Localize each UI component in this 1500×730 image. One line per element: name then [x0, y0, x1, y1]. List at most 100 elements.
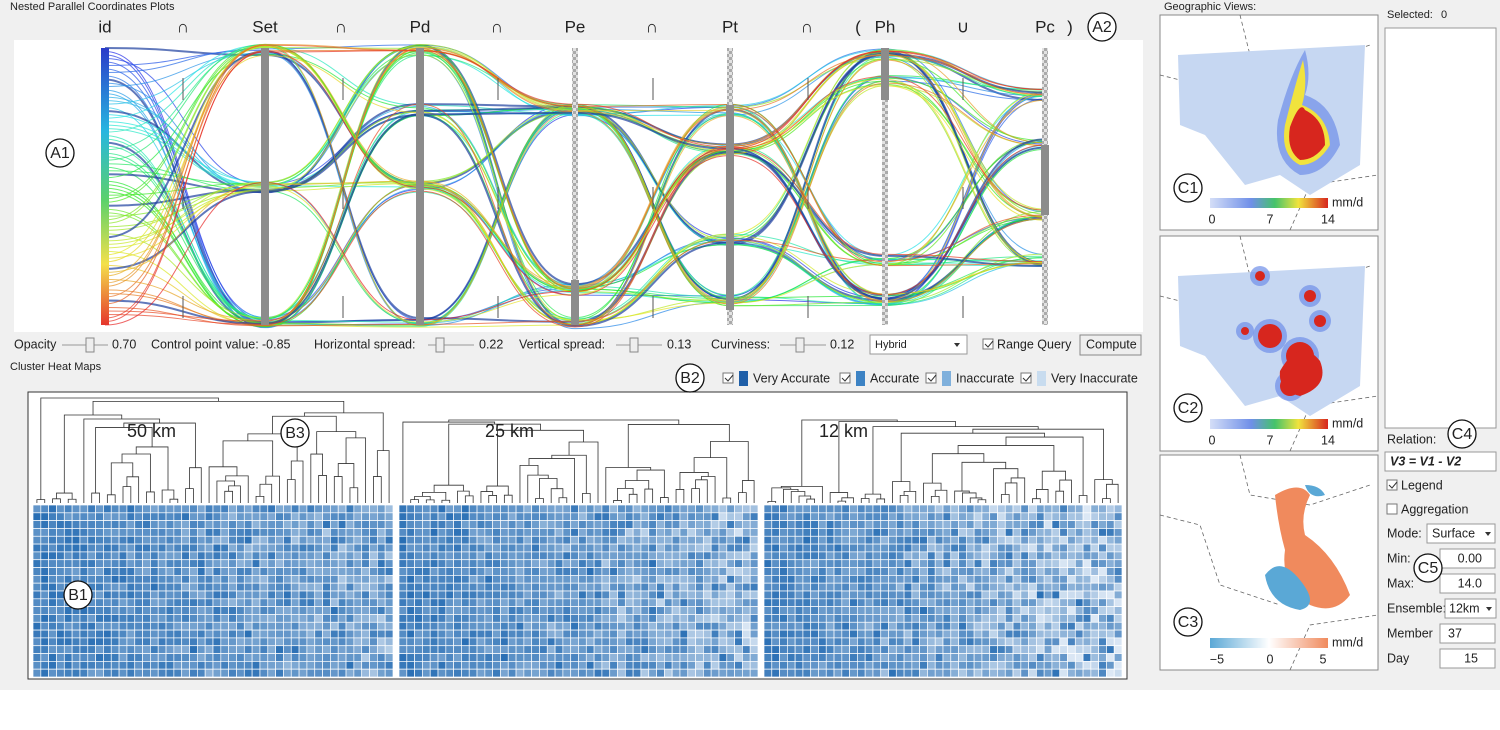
heat-cell [157, 606, 167, 615]
checkbox[interactable] [1020, 372, 1032, 384]
heat-cell [997, 590, 1006, 600]
heat-cell [888, 528, 897, 537]
heat-cell [361, 520, 370, 529]
heat-cell [1106, 582, 1115, 592]
dropdown[interactable] [1426, 523, 1496, 544]
heat-cell [1043, 661, 1053, 670]
heat-cell [220, 614, 230, 623]
heat-cell [345, 621, 355, 631]
heat-cell [251, 614, 261, 623]
spinbox[interactable] [1439, 548, 1496, 569]
heat-cell [903, 606, 913, 615]
heat-cell [507, 559, 517, 568]
heat-cell [578, 614, 587, 623]
heat-cell [888, 535, 897, 545]
heat-cell [445, 582, 454, 592]
heat-cell [429, 551, 439, 561]
heat-cell [118, 637, 128, 647]
heat-cell [322, 543, 331, 553]
heat-cell [314, 653, 323, 662]
heat-cell [236, 637, 245, 647]
heat-cell [1028, 653, 1037, 662]
spinbox[interactable] [1439, 573, 1496, 594]
heat-cell [71, 668, 81, 678]
heat-cell [330, 614, 339, 623]
heat-cell [40, 661, 50, 670]
heat-cell [958, 637, 967, 647]
legend-label: Very Inaccurate [1051, 371, 1138, 385]
heat-cell [406, 668, 415, 678]
heat-cell [794, 606, 804, 615]
heat-cell [771, 528, 780, 537]
heat-cell [306, 637, 316, 647]
checkbox[interactable] [839, 372, 851, 384]
checkbox[interactable] [925, 372, 937, 384]
heat-cell [786, 582, 796, 592]
heat-cell [453, 582, 462, 592]
heat-cell [554, 528, 564, 537]
checkbox[interactable] [1386, 503, 1398, 515]
check-mark [841, 374, 851, 382]
checkbox[interactable] [722, 372, 734, 384]
heat-cell [570, 567, 579, 576]
heat-cell [157, 520, 167, 529]
heat-cell [484, 653, 494, 662]
compute-button[interactable] [1079, 334, 1142, 356]
slider-thumb[interactable] [435, 337, 445, 353]
selection-list[interactable] [1384, 27, 1497, 429]
checkbox[interactable] [982, 338, 994, 350]
slider-thumb[interactable] [795, 337, 805, 353]
heat-cell [283, 551, 292, 561]
slider-thumb[interactable] [629, 337, 639, 353]
heat-cell [453, 590, 462, 600]
heat-cell [1043, 590, 1053, 600]
heat-cell [779, 621, 788, 631]
heat-cell [196, 512, 206, 521]
heat-cell [422, 543, 431, 553]
heat-cell [872, 575, 882, 584]
heat-cell [445, 653, 454, 662]
heat-cell [950, 512, 959, 521]
heat-cell [476, 653, 486, 662]
dropdown[interactable] [1444, 598, 1497, 619]
heat-cell [236, 598, 245, 607]
heat-cell [888, 614, 897, 623]
heat-cell [87, 629, 96, 639]
heat-cell [56, 590, 65, 600]
heat-cell [531, 645, 540, 654]
spinbox[interactable] [1439, 648, 1496, 669]
heat-cell [965, 629, 975, 639]
annotation-label: A1 [50, 145, 70, 162]
heat-cell [794, 512, 804, 521]
heat-cell [330, 661, 339, 670]
heat-cell [79, 668, 89, 678]
relation-box[interactable] [1384, 451, 1497, 472]
heat-cell [1106, 535, 1115, 545]
heat-cell [453, 661, 462, 670]
heat-cell [173, 606, 183, 615]
slider-thumb[interactable] [85, 337, 95, 353]
heat-cell [406, 543, 415, 553]
heat-cell [617, 582, 626, 592]
heat-cell [609, 629, 618, 639]
spinbox[interactable] [1439, 623, 1496, 644]
heat-cell [87, 535, 96, 545]
heat-cell [492, 575, 501, 584]
heat-cell [802, 582, 812, 592]
heat-cell [523, 621, 533, 631]
dropdown[interactable] [869, 334, 968, 355]
heat-cell [314, 629, 323, 639]
checkbox[interactable] [1386, 479, 1398, 491]
heat-cell [322, 598, 331, 607]
heat-cell [314, 559, 323, 568]
heat-cell [1004, 520, 1014, 529]
heat-cell [609, 590, 618, 600]
heat-cell [259, 520, 269, 529]
heat-cell [1020, 590, 1029, 600]
heat-cell [63, 653, 73, 662]
heat-cell [283, 606, 292, 615]
heat-cell [648, 668, 657, 678]
heat-cell [118, 661, 128, 670]
heat-cell [981, 653, 991, 662]
